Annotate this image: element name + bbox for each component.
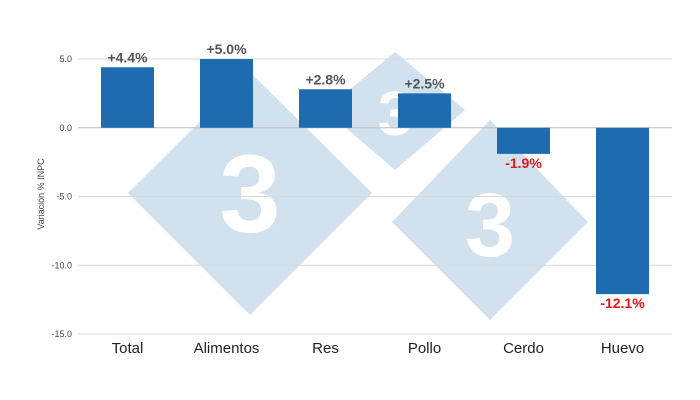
y-tick-label: -5.0 [56, 192, 72, 202]
bar [398, 93, 451, 128]
data-label: -12.1% [600, 295, 645, 311]
y-tick-label: -15.0 [51, 329, 72, 339]
data-label: +4.4% [107, 49, 148, 65]
y-tick-label: 0.0 [59, 123, 72, 133]
x-category-label: Total [112, 340, 144, 357]
data-label: +5.0% [206, 41, 247, 57]
bar [497, 127, 550, 154]
x-category-label: Res [312, 340, 339, 357]
gridlines [78, 58, 672, 335]
data-label: +2.5% [404, 75, 445, 91]
x-category-label: Cerdo [503, 340, 544, 357]
bar [299, 89, 352, 128]
watermark-digit: 3 [219, 133, 280, 256]
y-axis-ticks: 5.0 0.0 -5.0 -10.0 -15.0 [51, 54, 72, 339]
x-category-label: Huevo [601, 340, 644, 357]
watermark-digit: 3 [465, 176, 515, 276]
data-labels: +4.4% +5.0% +2.8% +2.5% -1.9% -12.1% [107, 41, 645, 311]
x-category-label: Pollo [408, 340, 441, 357]
data-label: -1.9% [505, 155, 542, 171]
bar [596, 127, 649, 295]
x-category-label: Alimentos [194, 340, 260, 357]
y-axis-label: Variación % INPC [36, 158, 46, 230]
x-axis-categories: Total Alimentos Res Pollo Cerdo Huevo [112, 340, 645, 357]
y-tick-label: 5.0 [59, 54, 72, 64]
watermark-diamond-small: 3 [325, 52, 465, 170]
data-label: +2.8% [305, 71, 346, 87]
watermark-diamond-large: 3 [128, 72, 372, 315]
watermark-diamond-right: 3 [392, 120, 588, 320]
bar [200, 59, 253, 128]
bar [101, 67, 154, 128]
watermark-logo: 3 3 3 [128, 52, 588, 320]
y-tick-label: -10.0 [51, 260, 72, 270]
bars [101, 59, 649, 295]
